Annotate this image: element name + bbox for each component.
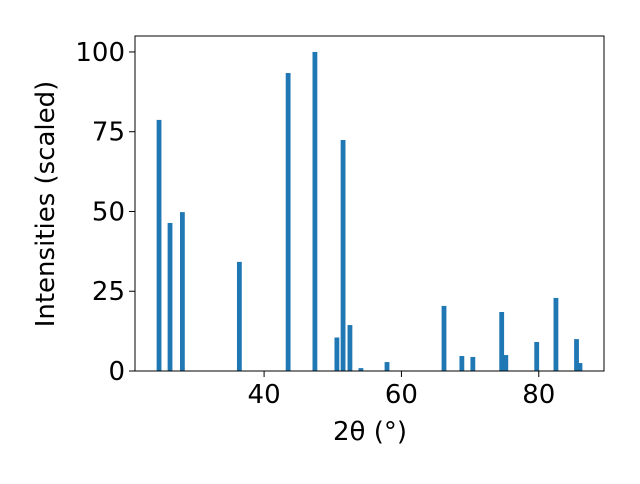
bar: [312, 51, 318, 371]
bar: [167, 222, 173, 371]
bar: [577, 363, 583, 371]
bar: [156, 119, 162, 372]
bar: [470, 356, 476, 371]
bar: [334, 337, 340, 371]
bar: [384, 362, 390, 371]
x-tick-label: 80: [522, 380, 555, 410]
y-axis-label: Intensities (scaled): [31, 81, 61, 328]
y-tick-label: 25: [92, 277, 125, 307]
bar: [534, 341, 540, 371]
bar: [340, 140, 346, 371]
bar: [347, 325, 353, 371]
x-axis-label: 2θ (°): [333, 417, 407, 447]
bar: [503, 355, 509, 371]
bar: [499, 311, 505, 371]
bar: [285, 73, 291, 371]
bar: [459, 356, 465, 371]
y-tick-label: 0: [108, 357, 125, 387]
x-tick-label: 40: [248, 380, 281, 410]
bar: [236, 261, 242, 371]
bar: [358, 368, 364, 371]
bar: [553, 297, 559, 371]
bar: [574, 339, 579, 371]
plot-frame: [134, 35, 605, 372]
y-tick-label: 100: [75, 38, 125, 68]
y-tick-label: 75: [92, 118, 125, 148]
y-tick-label: 50: [92, 197, 125, 227]
bar: [179, 212, 185, 371]
bar: [441, 305, 447, 371]
x-tick-label: 60: [385, 380, 418, 410]
